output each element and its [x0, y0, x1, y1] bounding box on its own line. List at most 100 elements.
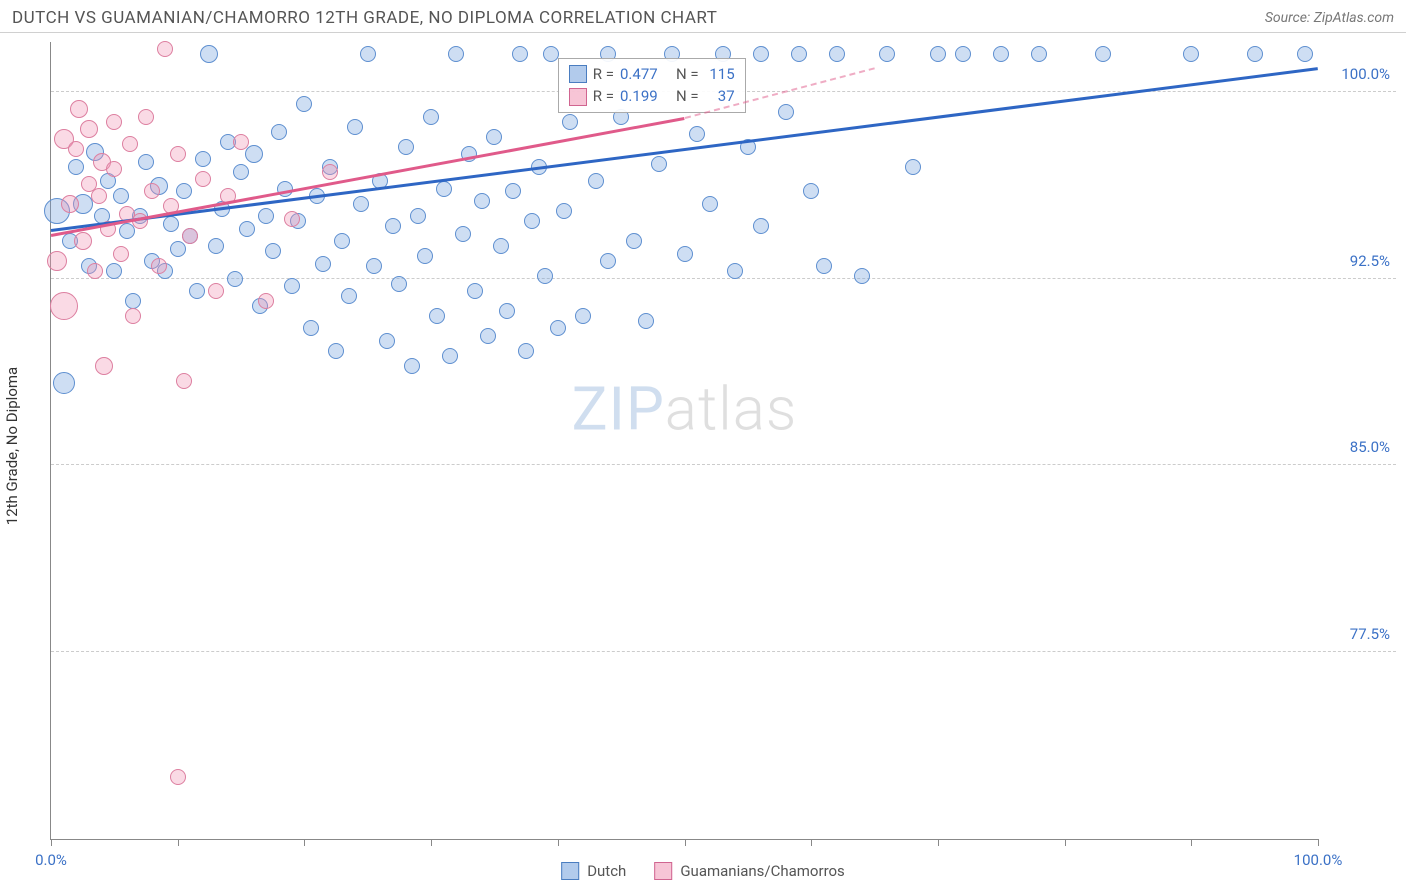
data-point [486, 129, 502, 145]
data-point [455, 226, 471, 242]
data-point [398, 139, 414, 155]
data-point [905, 159, 921, 175]
data-point [689, 126, 705, 142]
data-point [753, 218, 769, 234]
data-point [677, 246, 693, 262]
data-point [429, 308, 445, 324]
data-point [284, 211, 300, 227]
correlation-row: R = 0.477N = 115 [569, 63, 735, 86]
data-point [182, 228, 198, 244]
data-point [1247, 46, 1263, 62]
watermark-zip: ZIP [572, 373, 665, 444]
data-point [493, 238, 509, 254]
correlation-box: R = 0.477N = 115R = 0.199N = 37 [558, 58, 746, 113]
y-tick-label: 85.0% [1350, 438, 1390, 456]
y-axis-label: 12th Grade, No Diploma [3, 367, 21, 525]
data-point [189, 283, 205, 299]
data-point [258, 208, 274, 224]
chart-area: ZIPatlas 77.5%85.0%92.5%100.0%0.0%100.0%… [50, 42, 1396, 840]
data-point [322, 164, 338, 180]
data-point [467, 283, 483, 299]
data-point [347, 119, 363, 135]
watermark: ZIPatlas [572, 373, 798, 444]
data-point [753, 46, 769, 62]
chart-source: Source: ZipAtlas.com [1265, 10, 1394, 26]
gridline [51, 651, 1396, 652]
data-point [144, 183, 160, 199]
data-point [448, 46, 464, 62]
data-point [524, 213, 540, 229]
data-point [284, 278, 300, 294]
data-point [50, 292, 78, 320]
data-point [423, 109, 439, 125]
x-tick [685, 839, 686, 846]
data-point [1095, 46, 1111, 62]
legend-item: Dutch [561, 862, 626, 880]
data-point [195, 171, 211, 187]
data-point [366, 258, 382, 274]
data-point [588, 173, 604, 189]
data-point [816, 258, 832, 274]
x-tick [51, 839, 52, 846]
data-point [404, 358, 420, 374]
legend-label: Dutch [587, 862, 626, 880]
data-point [233, 164, 249, 180]
data-point [113, 246, 129, 262]
data-point [829, 46, 845, 62]
data-point [47, 251, 67, 271]
data-point [68, 159, 84, 175]
chart-title: DUTCH VS GUAMANIAN/CHAMORRO 12TH GRADE, … [12, 8, 717, 28]
data-point [151, 258, 167, 274]
data-point [556, 203, 572, 219]
data-point [499, 303, 515, 319]
data-point [87, 263, 103, 279]
data-point [106, 263, 122, 279]
data-point [195, 151, 211, 167]
gridline [51, 278, 1396, 279]
data-point [334, 233, 350, 249]
data-point [341, 288, 357, 304]
data-point [170, 146, 186, 162]
data-point [245, 145, 263, 163]
chart-header: DUTCH VS GUAMANIAN/CHAMORRO 12TH GRADE, … [0, 0, 1406, 33]
data-point [53, 372, 75, 394]
data-point [550, 320, 566, 336]
data-point [296, 96, 312, 112]
data-point [480, 328, 496, 344]
data-point [854, 268, 870, 284]
n-value: 115 [705, 63, 735, 86]
y-tick-label: 77.5% [1350, 625, 1390, 643]
data-point [1183, 46, 1199, 62]
data-point [930, 46, 946, 62]
data-point [442, 348, 458, 364]
data-point [993, 46, 1009, 62]
x-tick-label: 100.0% [1294, 851, 1343, 869]
data-point [410, 208, 426, 224]
data-point [227, 271, 243, 287]
x-tick [558, 839, 559, 846]
data-point [176, 373, 192, 389]
data-point [233, 134, 249, 150]
data-point [474, 193, 490, 209]
data-point [125, 308, 141, 324]
data-point [385, 218, 401, 234]
watermark-atlas: atlas [665, 373, 798, 444]
data-point [70, 100, 88, 118]
r-value: 0.199 [620, 85, 670, 108]
data-point [157, 41, 173, 57]
x-tick [938, 839, 939, 846]
data-point [95, 357, 113, 375]
legend-item: Guamanians/Chamorros [654, 862, 844, 880]
correlation-row: R = 0.199N = 37 [569, 85, 735, 108]
data-point [163, 216, 179, 232]
data-point [638, 313, 654, 329]
data-point [600, 253, 616, 269]
data-point [791, 46, 807, 62]
legend: Dutch Guamanians/Chamorros [561, 862, 845, 880]
data-point [303, 320, 319, 336]
x-tick [811, 839, 812, 846]
data-point [702, 196, 718, 212]
data-point [106, 161, 122, 177]
data-point [258, 293, 274, 309]
data-point [208, 283, 224, 299]
